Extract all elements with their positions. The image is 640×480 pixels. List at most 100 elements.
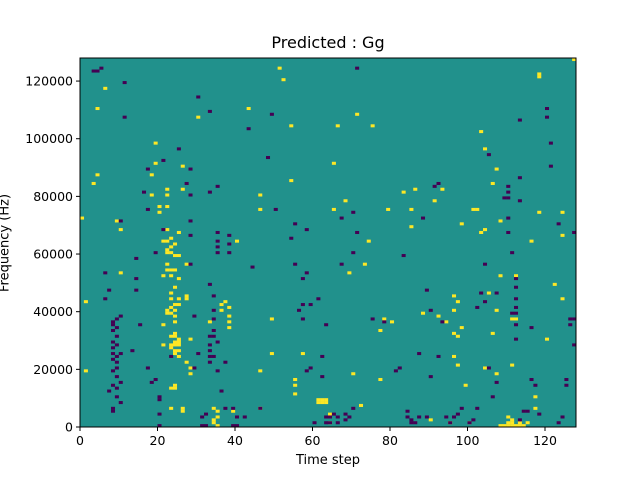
heatmap-cell-high (173, 285, 178, 289)
heatmap-cell-low (343, 418, 348, 422)
heatmap-cell-low (204, 412, 209, 416)
heatmap-cell-low (510, 251, 515, 255)
heatmap-cell-low (169, 354, 174, 358)
heatmap-cell-high (490, 181, 495, 185)
heatmap-cell-high (165, 193, 170, 197)
heatmap-cell-high (173, 242, 178, 246)
heatmap-cell-high (494, 308, 499, 312)
heatmap-cell-high (572, 58, 577, 62)
heatmap-cell-low (514, 311, 519, 315)
heatmap-cell-low (494, 380, 499, 384)
heatmap-cell-low (111, 323, 116, 327)
heatmap-cell-high (514, 274, 519, 278)
heatmap-cell-high (83, 300, 88, 304)
heatmap-cell-high (463, 383, 468, 387)
heatmap-cell-low (207, 190, 212, 194)
heatmap-cell-high (510, 363, 515, 367)
heatmap-cell-low (111, 406, 116, 410)
heatmap-cell-high (471, 207, 476, 211)
heatmap-cell-low (572, 230, 577, 234)
heatmap-cell-high (517, 424, 522, 428)
heatmap-cell-low (114, 375, 119, 379)
heatmap-cell-low (533, 383, 538, 387)
heatmap-cell-low (107, 389, 112, 393)
heatmap-cell-low (417, 415, 422, 419)
heatmap-cell-low (297, 308, 302, 312)
heatmap-cell-high (479, 230, 484, 234)
heatmap-cell-high (510, 421, 515, 425)
heatmap-cell-low (188, 233, 193, 237)
heatmap-cell-low (235, 424, 240, 428)
heatmap-cell-high (289, 179, 294, 183)
heatmap-cell-high (545, 337, 550, 341)
heatmap-cell-low (405, 415, 410, 419)
heatmap-cell-high (506, 424, 511, 428)
heatmap-cell-low (424, 288, 429, 292)
heatmap-cell-low (324, 415, 329, 419)
heatmap-cell-low (223, 406, 228, 410)
heatmap-cell-high (269, 352, 274, 356)
heatmap-cell-high (169, 311, 174, 315)
heatmap-cell-low (215, 340, 220, 344)
heatmap-cell-high (452, 308, 457, 312)
x-axis-label: Time step (295, 453, 361, 468)
heatmap-cell-high (165, 251, 170, 255)
heatmap-cell-low (188, 219, 193, 223)
heatmap-cell-high (176, 254, 181, 258)
heatmap-cell-high (455, 363, 460, 367)
heatmap-cell-low (424, 415, 429, 419)
heatmap-cell-low (161, 158, 166, 162)
heatmap-cell-high (165, 311, 170, 315)
heatmap-cell-low (401, 254, 406, 258)
heatmap-cell-high (173, 320, 178, 324)
heatmap-cell-high (560, 233, 565, 237)
x-tick-label: 100 (456, 433, 480, 448)
heatmap-cell-low (440, 320, 445, 324)
heatmap-cell-low (157, 424, 162, 428)
heatmap-cell-high (231, 409, 236, 413)
heatmap-cell-low (506, 216, 511, 220)
heatmap-cell-high (506, 415, 511, 419)
heatmap-cell-high (560, 210, 565, 214)
heatmap-cell-high (176, 349, 181, 353)
heatmap-cell-high (165, 205, 170, 209)
y-tick-label: 40000 (33, 304, 73, 319)
heatmap-cell-low (537, 412, 542, 416)
heatmap-cell-low (157, 412, 162, 416)
heatmap-cell-high (328, 412, 333, 416)
heatmap-cell-high (184, 360, 189, 364)
y-tick-label: 20000 (33, 362, 73, 377)
heatmap-cell-high (529, 239, 534, 243)
heatmap-cell-high (223, 300, 228, 304)
heatmap-cell-low (122, 81, 127, 85)
heatmap-cell-low (514, 323, 519, 327)
heatmap-cell-high (169, 343, 174, 347)
heatmap-cell-low (304, 369, 309, 373)
heatmap-cell-low (339, 262, 344, 266)
heatmap-cell-low (436, 354, 441, 358)
heatmap-cell-high (227, 314, 232, 318)
heatmap-cell-high (343, 199, 348, 203)
heatmap-cell-high (258, 207, 263, 211)
heatmap-cell-low (494, 291, 499, 295)
heatmap-cell-low (99, 66, 104, 70)
heatmap-cell-high (188, 337, 193, 341)
heatmap-cell-low (506, 230, 511, 234)
heatmap-cell-low (502, 196, 507, 200)
heatmap-cell-low (111, 357, 116, 361)
heatmap-cell-high (452, 331, 457, 335)
heatmap-cell-high (552, 282, 557, 286)
y-axis-ticks: 0 20000 40000 60000 80000 100000 120000 (25, 74, 80, 435)
heatmap-cell-low (231, 424, 236, 428)
heatmap-cell-low (316, 297, 321, 301)
heatmap-cell-low (111, 340, 116, 344)
heatmap-cell-high (455, 334, 460, 338)
heatmap-cell-high (452, 354, 457, 358)
heatmap-cell-low (114, 386, 119, 390)
heatmap-cell-low (145, 207, 150, 211)
heatmap-cell-low (114, 334, 119, 338)
heatmap-cell-low (328, 421, 333, 425)
heatmap-cell-high (219, 308, 224, 312)
heatmap-cell-low (479, 291, 484, 295)
y-tick-label: 100000 (25, 131, 73, 146)
